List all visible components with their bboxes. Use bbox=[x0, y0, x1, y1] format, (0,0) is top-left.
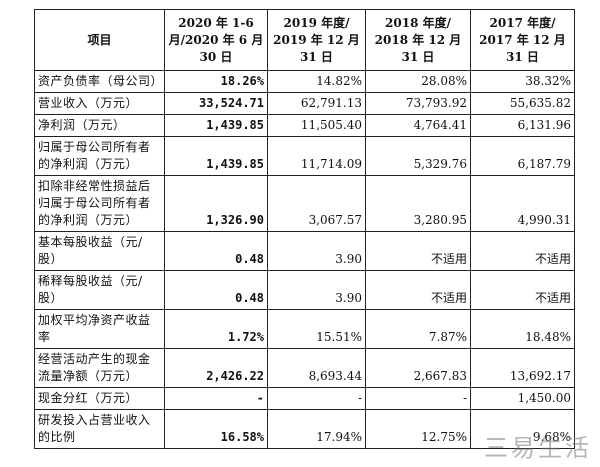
table-row: 净利润（万元） 1,439.85 11,505.40 4,764.41 6,131.96 bbox=[34, 114, 575, 137]
row-label: 加权平均净资产收益率 bbox=[34, 309, 165, 349]
cell: 3.90 bbox=[267, 270, 366, 310]
table-row: 扣除非经常性损益后归属于母公司所有者的净利润（万元） 1,326.90 3,067.… bbox=[34, 175, 575, 232]
header-cell: 2019 年度/ 2019 年 12 月 31 日 bbox=[267, 9, 366, 71]
data-table: 项目 2020 年 1-6 月/2020 年 6 月 30 日 2019 年度/ 2… bbox=[34, 9, 575, 449]
cell: 12.75% bbox=[365, 409, 471, 449]
cell: 2,426.22 bbox=[164, 348, 268, 388]
cell: 4,764.41 bbox=[365, 114, 471, 137]
row-label: 营业收入（万元） bbox=[34, 92, 165, 115]
cell: 1,326.90 bbox=[164, 175, 268, 232]
cell: 不适用 bbox=[365, 270, 471, 310]
cell: 55,635.82 bbox=[470, 92, 575, 115]
cell: 4,990.31 bbox=[470, 175, 575, 232]
cell: 3,067.57 bbox=[267, 175, 366, 232]
table-row: 经营活动产生的现金流量净额（万元） 2,426.22 8,693.44 2,667.8… bbox=[34, 348, 575, 388]
table-row: 资产负债率（母公司） 18.26% 14.82% 28.08% 38.32% bbox=[34, 70, 575, 93]
header-cell: 项目 bbox=[34, 9, 165, 71]
row-label: 扣除非经常性损益后归属于母公司所有者的净利润（万元） bbox=[34, 175, 165, 232]
row-label: 资产负债率（母公司） bbox=[34, 70, 165, 93]
cell: - bbox=[267, 387, 366, 410]
row-label: 净利润（万元） bbox=[34, 114, 165, 137]
cell: 1,450.00 bbox=[470, 387, 575, 410]
cell: 62,791.13 bbox=[267, 92, 366, 115]
watermark: 三易生活 bbox=[484, 434, 592, 462]
cell: 18.26% bbox=[164, 70, 268, 93]
header-row: 项目 2020 年 1-6 月/2020 年 6 月 30 日 2019 年度/ 2… bbox=[34, 9, 575, 71]
table-body: 资产负债率（母公司） 18.26% 14.82% 28.08% 38.32% 营业收入（万… bbox=[34, 70, 575, 449]
header-cell: 2018 年度/ 2018 年 12 月 31 日 bbox=[365, 9, 471, 71]
cell: 18.48% bbox=[470, 309, 575, 349]
row-label: 基本每股收益（元/股） bbox=[34, 231, 165, 271]
table-row: 营业收入（万元） 33,524.71 62,791.13 73,793.92 55,63… bbox=[34, 92, 575, 115]
table-row: 基本每股收益（元/股） 0.48 3.90 不适用 不适用 bbox=[34, 231, 575, 271]
cell: 13,692.17 bbox=[470, 348, 575, 388]
cell: 7.87% bbox=[365, 309, 471, 349]
table-row: 研发投入占营业收入的比例 16.58% 17.94% 12.75% 9.68% bbox=[34, 409, 575, 449]
cell: 不适用 bbox=[470, 231, 575, 271]
cell: 1,439.85 bbox=[164, 136, 268, 176]
row-label: 经营活动产生的现金流量净额（万元） bbox=[34, 348, 165, 388]
row-label: 研发投入占营业收入的比例 bbox=[34, 409, 165, 449]
cell: 28.08% bbox=[365, 70, 471, 93]
cell: - bbox=[164, 387, 268, 410]
cell: 6,131.96 bbox=[470, 114, 575, 137]
cell: 3,280.95 bbox=[365, 175, 471, 232]
cell: 16.58% bbox=[164, 409, 268, 449]
cell: 15.51% bbox=[267, 309, 366, 349]
cell: 2,667.83 bbox=[365, 348, 471, 388]
cell: 14.82% bbox=[267, 70, 366, 93]
cell: 11,714.09 bbox=[267, 136, 366, 176]
row-label: 稀释每股收益（元/股） bbox=[34, 270, 165, 310]
cell: 11,505.40 bbox=[267, 114, 366, 137]
cell: 0.48 bbox=[164, 231, 268, 271]
cell: 不适用 bbox=[470, 270, 575, 310]
header-cell: 2017 年度/ 2017 年 12 月 31 日 bbox=[470, 9, 575, 71]
table-row: 加权平均净资产收益率 1.72% 15.51% 7.87% 18.48% bbox=[34, 309, 575, 349]
header-cell: 2020 年 1-6 月/2020 年 6 月 30 日 bbox=[164, 9, 268, 71]
row-label: 现金分红（万元） bbox=[34, 387, 165, 410]
cell: 5,329.76 bbox=[365, 136, 471, 176]
cell: 38.32% bbox=[470, 70, 575, 93]
cell: 3.90 bbox=[267, 231, 366, 271]
cell: 0.48 bbox=[164, 270, 268, 310]
cell: 73,793.92 bbox=[365, 92, 471, 115]
cell: 9.68% bbox=[470, 409, 575, 449]
table-row: 稀释每股收益（元/股） 0.48 3.90 不适用 不适用 bbox=[34, 270, 575, 310]
cell: 1.72% bbox=[164, 309, 268, 349]
cell: 6,187.79 bbox=[470, 136, 575, 176]
cell: 33,524.71 bbox=[164, 92, 268, 115]
table-row: 现金分红（万元） - - -1,450.00 bbox=[34, 387, 575, 410]
table-row: 归属于母公司所有者的净利润（万元） 1,439.85 11,714.09 5,329.… bbox=[34, 136, 575, 176]
row-label: 归属于母公司所有者的净利润（万元） bbox=[34, 136, 165, 176]
cell: 不适用 bbox=[365, 231, 471, 271]
cell: - bbox=[365, 387, 471, 410]
cell: 17.94% bbox=[267, 409, 366, 449]
cell: 8,693.44 bbox=[267, 348, 366, 388]
cell: 1,439.85 bbox=[164, 114, 268, 137]
